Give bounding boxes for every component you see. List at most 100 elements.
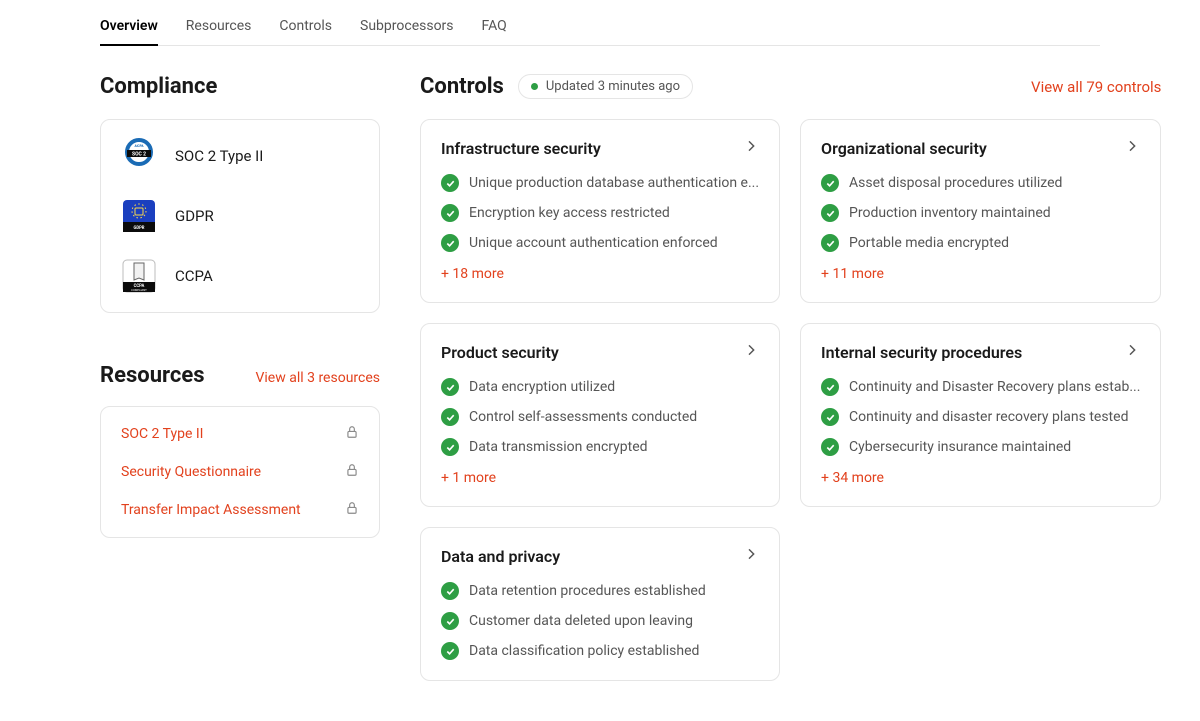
control-card-header[interactable]: Organizational security xyxy=(821,138,1140,158)
check-circle-icon xyxy=(441,378,459,396)
compliance-item-soc2[interactable]: SOC 2 AICPA SOC 2 Type II xyxy=(121,138,359,174)
tab-controls[interactable]: Controls xyxy=(279,12,332,45)
svg-text:COMPLIANT: COMPLIANT xyxy=(131,288,147,292)
control-card-header[interactable]: Internal security procedures xyxy=(821,342,1140,362)
control-item: Unique account authentication enforced xyxy=(441,234,759,252)
control-item: Data classification policy established xyxy=(441,642,759,660)
status-dot-icon xyxy=(531,83,538,90)
compliance-title: Compliance xyxy=(100,74,380,99)
control-item: Control self-assessments conducted xyxy=(441,408,759,426)
control-card-product-security: Product security Data encryption utilize… xyxy=(420,323,780,507)
control-card-data-and-privacy: Data and privacy Data retention procedur… xyxy=(420,527,780,681)
tab-resources[interactable]: Resources xyxy=(186,12,252,45)
check-circle-icon xyxy=(821,174,839,192)
check-circle-icon xyxy=(441,642,459,660)
updated-pill: Updated 3 minutes ago xyxy=(518,74,693,99)
resource-label: SOC 2 Type II xyxy=(121,426,203,442)
resources-card: SOC 2 Type II Security Questionnaire xyxy=(100,406,380,538)
chevron-right-icon xyxy=(743,546,759,566)
control-item: Asset disposal procedures utilized xyxy=(821,174,1140,192)
control-card-header[interactable]: Data and privacy xyxy=(441,546,759,566)
resource-item[interactable]: Transfer Impact Assessment xyxy=(121,501,359,519)
control-more-link[interactable]: + 34 more xyxy=(821,470,1140,486)
compliance-item-gdpr[interactable]: GDPR GDPR xyxy=(121,198,359,234)
control-item-label: Unique production database authenticatio… xyxy=(469,175,759,191)
control-item: Encryption key access restricted xyxy=(441,204,759,222)
control-item-label: Control self-assessments conducted xyxy=(469,409,697,425)
check-circle-icon xyxy=(821,204,839,222)
lock-icon xyxy=(345,425,359,443)
control-item-label: Data classification policy established xyxy=(469,643,699,659)
control-item: Continuity and disaster recovery plans t… xyxy=(821,408,1140,426)
control-card-header[interactable]: Product security xyxy=(441,342,759,362)
resources-title: Resources xyxy=(100,363,205,388)
check-circle-icon xyxy=(441,408,459,426)
compliance-label: SOC 2 Type II xyxy=(175,147,263,165)
chevron-right-icon xyxy=(743,138,759,158)
control-card-organizational-security: Organizational security Asset disposal p… xyxy=(800,119,1161,303)
control-item-label: Continuity and disaster recovery plans t… xyxy=(849,409,1128,425)
control-card-title: Organizational security xyxy=(821,139,987,158)
check-circle-icon xyxy=(821,438,839,456)
control-more-link[interactable]: + 1 more xyxy=(441,470,759,486)
compliance-card: SOC 2 AICPA SOC 2 Type II xyxy=(100,119,380,313)
check-circle-icon xyxy=(441,204,459,222)
controls-grid: Infrastructure security Unique productio… xyxy=(420,119,1161,681)
gdpr-badge-icon: GDPR xyxy=(121,198,157,234)
control-item-label: Asset disposal procedures utilized xyxy=(849,175,1062,191)
control-more-link[interactable]: + 18 more xyxy=(441,266,759,282)
control-card-internal-security-procedures: Internal security procedures Continuity … xyxy=(800,323,1161,507)
view-all-controls-link[interactable]: View all 79 controls xyxy=(1031,78,1161,96)
check-circle-icon xyxy=(821,408,839,426)
control-card-title: Data and privacy xyxy=(441,547,560,566)
tabs-nav: Overview Resources Controls Subprocessor… xyxy=(100,0,1100,46)
control-item-label: Encryption key access restricted xyxy=(469,205,670,221)
control-item-label: Production inventory maintained xyxy=(849,205,1051,221)
control-item-label: Data transmission encrypted xyxy=(469,439,648,455)
check-circle-icon xyxy=(441,612,459,630)
control-card-infrastructure-security: Infrastructure security Unique productio… xyxy=(420,119,780,303)
control-card-title: Infrastructure security xyxy=(441,139,601,158)
control-item-label: Data encryption utilized xyxy=(469,379,615,395)
tab-overview[interactable]: Overview xyxy=(100,12,158,46)
control-item-label: Portable media encrypted xyxy=(849,235,1009,251)
check-circle-icon xyxy=(441,234,459,252)
view-all-resources-link[interactable]: View all 3 resources xyxy=(255,370,380,386)
control-item: Continuity and Disaster Recovery plans e… xyxy=(821,378,1140,396)
control-item-label: Cybersecurity insurance maintained xyxy=(849,439,1071,455)
control-item: Cybersecurity insurance maintained xyxy=(821,438,1140,456)
resource-item[interactable]: Security Questionnaire xyxy=(121,463,359,481)
control-item-label: Continuity and Disaster Recovery plans e… xyxy=(849,379,1140,395)
control-card-title: Product security xyxy=(441,343,559,362)
compliance-label: GDPR xyxy=(175,207,214,225)
ccpa-badge-icon: CCPA COMPLIANT xyxy=(121,258,157,294)
lock-icon xyxy=(345,463,359,481)
control-item: Portable media encrypted xyxy=(821,234,1140,252)
control-card-title: Internal security procedures xyxy=(821,343,1022,362)
chevron-right-icon xyxy=(1124,138,1140,158)
svg-text:AICPA: AICPA xyxy=(134,144,144,148)
check-circle-icon xyxy=(441,174,459,192)
control-item-label: Customer data deleted upon leaving xyxy=(469,613,693,629)
svg-text:SOC 2: SOC 2 xyxy=(132,152,146,158)
compliance-item-ccpa[interactable]: CCPA COMPLIANT CCPA xyxy=(121,258,359,294)
control-item: Unique production database authenticatio… xyxy=(441,174,759,192)
control-card-header[interactable]: Infrastructure security xyxy=(441,138,759,158)
check-circle-icon xyxy=(441,582,459,600)
resource-label: Security Questionnaire xyxy=(121,464,261,480)
control-item: Data transmission encrypted xyxy=(441,438,759,456)
control-item-label: Data retention procedures established xyxy=(469,583,706,599)
updated-text: Updated 3 minutes ago xyxy=(546,79,680,94)
lock-icon xyxy=(345,501,359,519)
svg-text:GDPR: GDPR xyxy=(134,226,145,231)
check-circle-icon xyxy=(821,378,839,396)
tab-subprocessors[interactable]: Subprocessors xyxy=(360,12,454,45)
tab-faq[interactable]: FAQ xyxy=(482,12,507,45)
control-more-link[interactable]: + 11 more xyxy=(821,266,1140,282)
resource-item[interactable]: SOC 2 Type II xyxy=(121,425,359,443)
soc2-badge-icon: SOC 2 AICPA xyxy=(121,138,157,174)
control-item-label: Unique account authentication enforced xyxy=(469,235,718,251)
chevron-right-icon xyxy=(743,342,759,362)
check-circle-icon xyxy=(821,234,839,252)
control-item: Data retention procedures established xyxy=(441,582,759,600)
